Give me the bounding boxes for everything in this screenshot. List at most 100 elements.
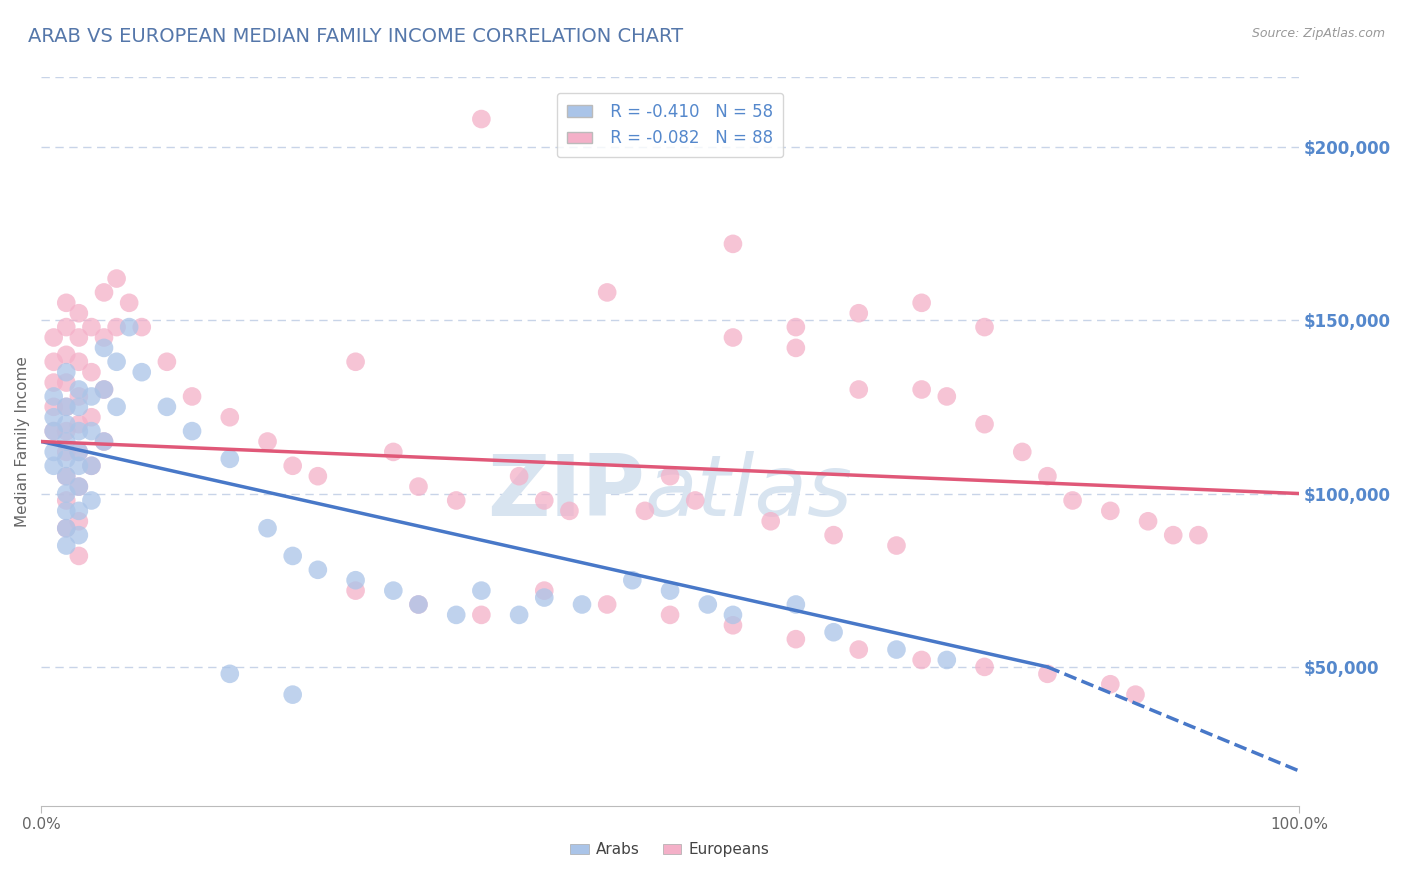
Point bbox=[218, 410, 240, 425]
Point bbox=[55, 417, 77, 432]
Point bbox=[67, 549, 90, 563]
Point bbox=[67, 514, 90, 528]
Point bbox=[105, 355, 128, 369]
Point bbox=[596, 285, 619, 300]
Point bbox=[55, 504, 77, 518]
Point bbox=[1125, 688, 1147, 702]
Point bbox=[470, 112, 492, 126]
Point bbox=[55, 400, 77, 414]
Point bbox=[93, 434, 115, 449]
Point bbox=[470, 607, 492, 622]
Point bbox=[131, 365, 153, 379]
Point bbox=[256, 521, 278, 535]
Point bbox=[533, 583, 555, 598]
Point bbox=[93, 330, 115, 344]
Point bbox=[55, 365, 77, 379]
Point bbox=[281, 458, 304, 473]
Point bbox=[67, 383, 90, 397]
Point bbox=[93, 383, 115, 397]
Point bbox=[1036, 469, 1059, 483]
Point bbox=[42, 424, 65, 438]
Point bbox=[683, 493, 706, 508]
Point bbox=[55, 320, 77, 334]
Point bbox=[55, 434, 77, 449]
Point bbox=[408, 480, 430, 494]
Point bbox=[785, 320, 807, 334]
Point bbox=[42, 376, 65, 390]
Point bbox=[721, 330, 744, 344]
Point bbox=[444, 493, 467, 508]
Point bbox=[1187, 528, 1209, 542]
Point bbox=[823, 528, 845, 542]
Point bbox=[218, 666, 240, 681]
Point bbox=[1099, 677, 1122, 691]
Point bbox=[508, 469, 530, 483]
Point bbox=[55, 400, 77, 414]
Point bbox=[444, 607, 467, 622]
Point bbox=[156, 400, 179, 414]
Point bbox=[470, 583, 492, 598]
Point bbox=[307, 563, 329, 577]
Point bbox=[55, 376, 77, 390]
Point bbox=[1161, 528, 1184, 542]
Point bbox=[281, 549, 304, 563]
Point bbox=[80, 458, 103, 473]
Legend:  R = -0.410   N = 58,  R = -0.082   N = 88: R = -0.410 N = 58, R = -0.082 N = 88 bbox=[557, 93, 783, 157]
Point bbox=[408, 598, 430, 612]
Point bbox=[55, 424, 77, 438]
Point bbox=[281, 688, 304, 702]
Point bbox=[785, 632, 807, 647]
Point bbox=[42, 400, 65, 414]
Point bbox=[67, 445, 90, 459]
Point bbox=[80, 458, 103, 473]
Text: ZIP: ZIP bbox=[486, 451, 645, 534]
Point bbox=[886, 539, 908, 553]
Point bbox=[1011, 445, 1033, 459]
Point bbox=[1036, 666, 1059, 681]
Point bbox=[344, 355, 367, 369]
Point bbox=[621, 573, 644, 587]
Point bbox=[67, 389, 90, 403]
Point bbox=[67, 528, 90, 542]
Point bbox=[55, 451, 77, 466]
Point bbox=[848, 383, 870, 397]
Point bbox=[80, 410, 103, 425]
Point bbox=[67, 306, 90, 320]
Point bbox=[533, 493, 555, 508]
Point bbox=[42, 445, 65, 459]
Point bbox=[156, 355, 179, 369]
Point bbox=[42, 355, 65, 369]
Point bbox=[721, 618, 744, 632]
Point bbox=[55, 521, 77, 535]
Point bbox=[508, 607, 530, 622]
Point bbox=[42, 410, 65, 425]
Point bbox=[973, 320, 995, 334]
Point bbox=[659, 607, 682, 622]
Point bbox=[67, 355, 90, 369]
Point bbox=[886, 642, 908, 657]
Point bbox=[80, 320, 103, 334]
Point bbox=[42, 424, 65, 438]
Point bbox=[67, 417, 90, 432]
Point bbox=[80, 389, 103, 403]
Point bbox=[42, 330, 65, 344]
Point bbox=[533, 591, 555, 605]
Point bbox=[55, 469, 77, 483]
Point bbox=[659, 469, 682, 483]
Point bbox=[973, 417, 995, 432]
Point bbox=[67, 458, 90, 473]
Point bbox=[67, 400, 90, 414]
Point bbox=[118, 295, 141, 310]
Point bbox=[55, 486, 77, 500]
Point bbox=[67, 480, 90, 494]
Point bbox=[93, 383, 115, 397]
Point bbox=[80, 424, 103, 438]
Point bbox=[67, 424, 90, 438]
Point bbox=[67, 330, 90, 344]
Point bbox=[93, 434, 115, 449]
Point bbox=[55, 295, 77, 310]
Point bbox=[935, 389, 957, 403]
Point bbox=[105, 400, 128, 414]
Point bbox=[67, 480, 90, 494]
Point bbox=[67, 445, 90, 459]
